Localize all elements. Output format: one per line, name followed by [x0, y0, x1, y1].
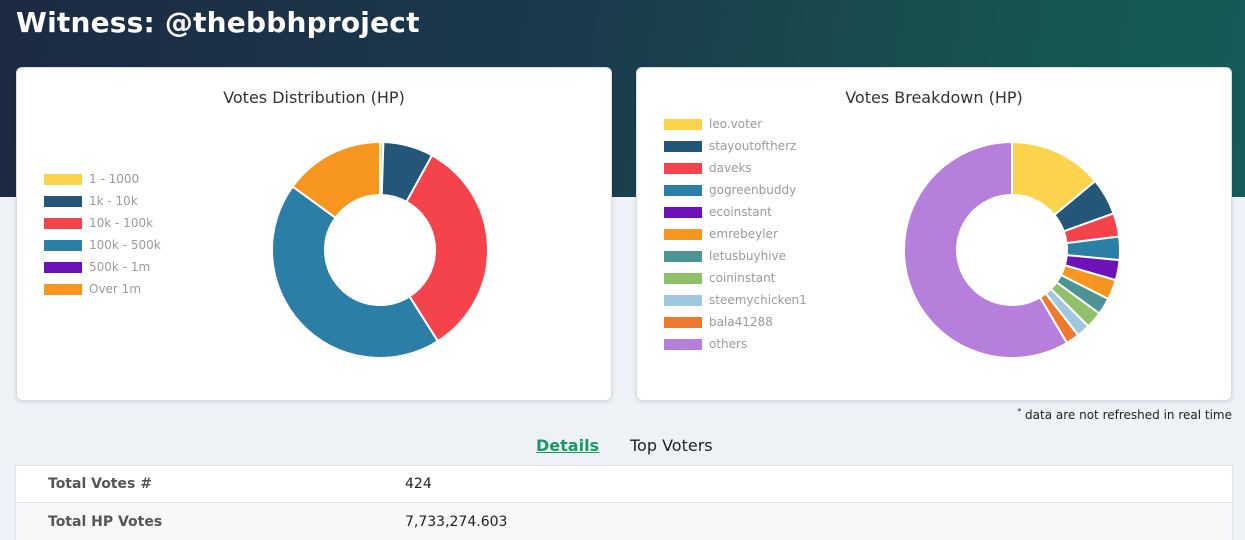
- table-row: Total HP Votes 7,733,274.603: [16, 503, 1232, 540]
- distribution-slice-over-1m[interactable]: [291, 140, 381, 220]
- votes-breakdown-title: Votes Breakdown (HP): [845, 88, 1023, 107]
- breakdown-slice-others[interactable]: [903, 140, 1069, 359]
- legend-swatch: [664, 338, 702, 350]
- legend-swatch: [44, 195, 82, 207]
- legend-item-others[interactable]: others: [664, 333, 807, 355]
- distribution-slice-10k-100k[interactable]: [405, 153, 489, 343]
- legend-swatch: [664, 272, 702, 284]
- realtime-footnote: * data are not refreshed in real time: [1017, 407, 1232, 422]
- legend-swatch: [44, 261, 82, 273]
- votes-breakdown-card: Votes Breakdown (HP) leo.voter stayoutof…: [636, 67, 1232, 401]
- details-table: Total Votes # 424 Total HP Votes 7,733,2…: [15, 465, 1233, 540]
- votes-distribution-donut-chart: [271, 140, 489, 359]
- votes-breakdown-donut-chart: [903, 140, 1121, 359]
- legend-item-emrebeyler[interactable]: emrebeyler: [664, 223, 807, 245]
- legend-item-over-1m[interactable]: Over 1m: [44, 278, 161, 300]
- legend-item-bala41288[interactable]: bala41288: [664, 311, 807, 333]
- legend-swatch: [44, 217, 82, 229]
- tab-top-voters[interactable]: Top Voters: [630, 436, 713, 455]
- page-title: Witness: @thebbhproject: [16, 6, 420, 39]
- legend-item-leo-voter[interactable]: leo.voter: [664, 113, 807, 135]
- details-value-total-votes: 424: [405, 476, 432, 492]
- votes-distribution-title: Votes Distribution (HP): [223, 88, 405, 107]
- legend-swatch: [44, 173, 82, 185]
- legend-item-gogreenbuddy[interactable]: gogreenbuddy: [664, 179, 807, 201]
- legend-swatch: [44, 283, 82, 295]
- legend-item-10k-100k[interactable]: 10k - 100k: [44, 212, 161, 234]
- legend-swatch: [664, 228, 702, 240]
- votes-distribution-legend: 1 - 1000 1k - 10k 10k - 100k 100k - 500k…: [44, 168, 161, 300]
- details-key-total-votes: Total Votes #: [48, 476, 152, 492]
- legend-swatch: [664, 294, 702, 306]
- tab-details[interactable]: Details: [536, 436, 600, 455]
- legend-swatch: [664, 206, 702, 218]
- legend-swatch: [664, 184, 702, 196]
- legend-swatch: [664, 250, 702, 262]
- votes-breakdown-legend: leo.voter stayoutoftherz daveks gogreenb…: [664, 113, 807, 355]
- legend-swatch: [44, 239, 82, 251]
- legend-swatch: [664, 316, 702, 328]
- legend-item-daveks[interactable]: daveks: [664, 157, 807, 179]
- tabs-bar: Details Top Voters: [0, 436, 1245, 460]
- legend-item-1-1000[interactable]: 1 - 1000: [44, 168, 161, 190]
- legend-item-letusbuyhive[interactable]: letusbuyhive: [664, 245, 807, 267]
- votes-distribution-card: Votes Distribution (HP) 1 - 1000 1k - 10…: [16, 67, 612, 401]
- legend-item-1k-10k[interactable]: 1k - 10k: [44, 190, 161, 212]
- legend-item-ecoinstant[interactable]: ecoinstant: [664, 201, 807, 223]
- legend-swatch: [664, 162, 702, 174]
- legend-item-stayoutoftherz[interactable]: stayoutoftherz: [664, 135, 807, 157]
- table-row: Total Votes # 424: [16, 466, 1232, 503]
- legend-swatch: [664, 118, 702, 130]
- legend-item-100k-500k[interactable]: 100k - 500k: [44, 234, 161, 256]
- legend-item-steemychicken1[interactable]: steemychicken1: [664, 289, 807, 311]
- legend-item-coininstant[interactable]: coininstant: [664, 267, 807, 289]
- details-key-total-hp-votes: Total HP Votes: [48, 513, 163, 530]
- legend-item-500k-1m[interactable]: 500k - 1m: [44, 256, 161, 278]
- distribution-slice-100k-500k[interactable]: [271, 185, 440, 359]
- legend-swatch: [664, 140, 702, 152]
- details-value-total-hp-votes: 7,733,274.603: [405, 513, 508, 530]
